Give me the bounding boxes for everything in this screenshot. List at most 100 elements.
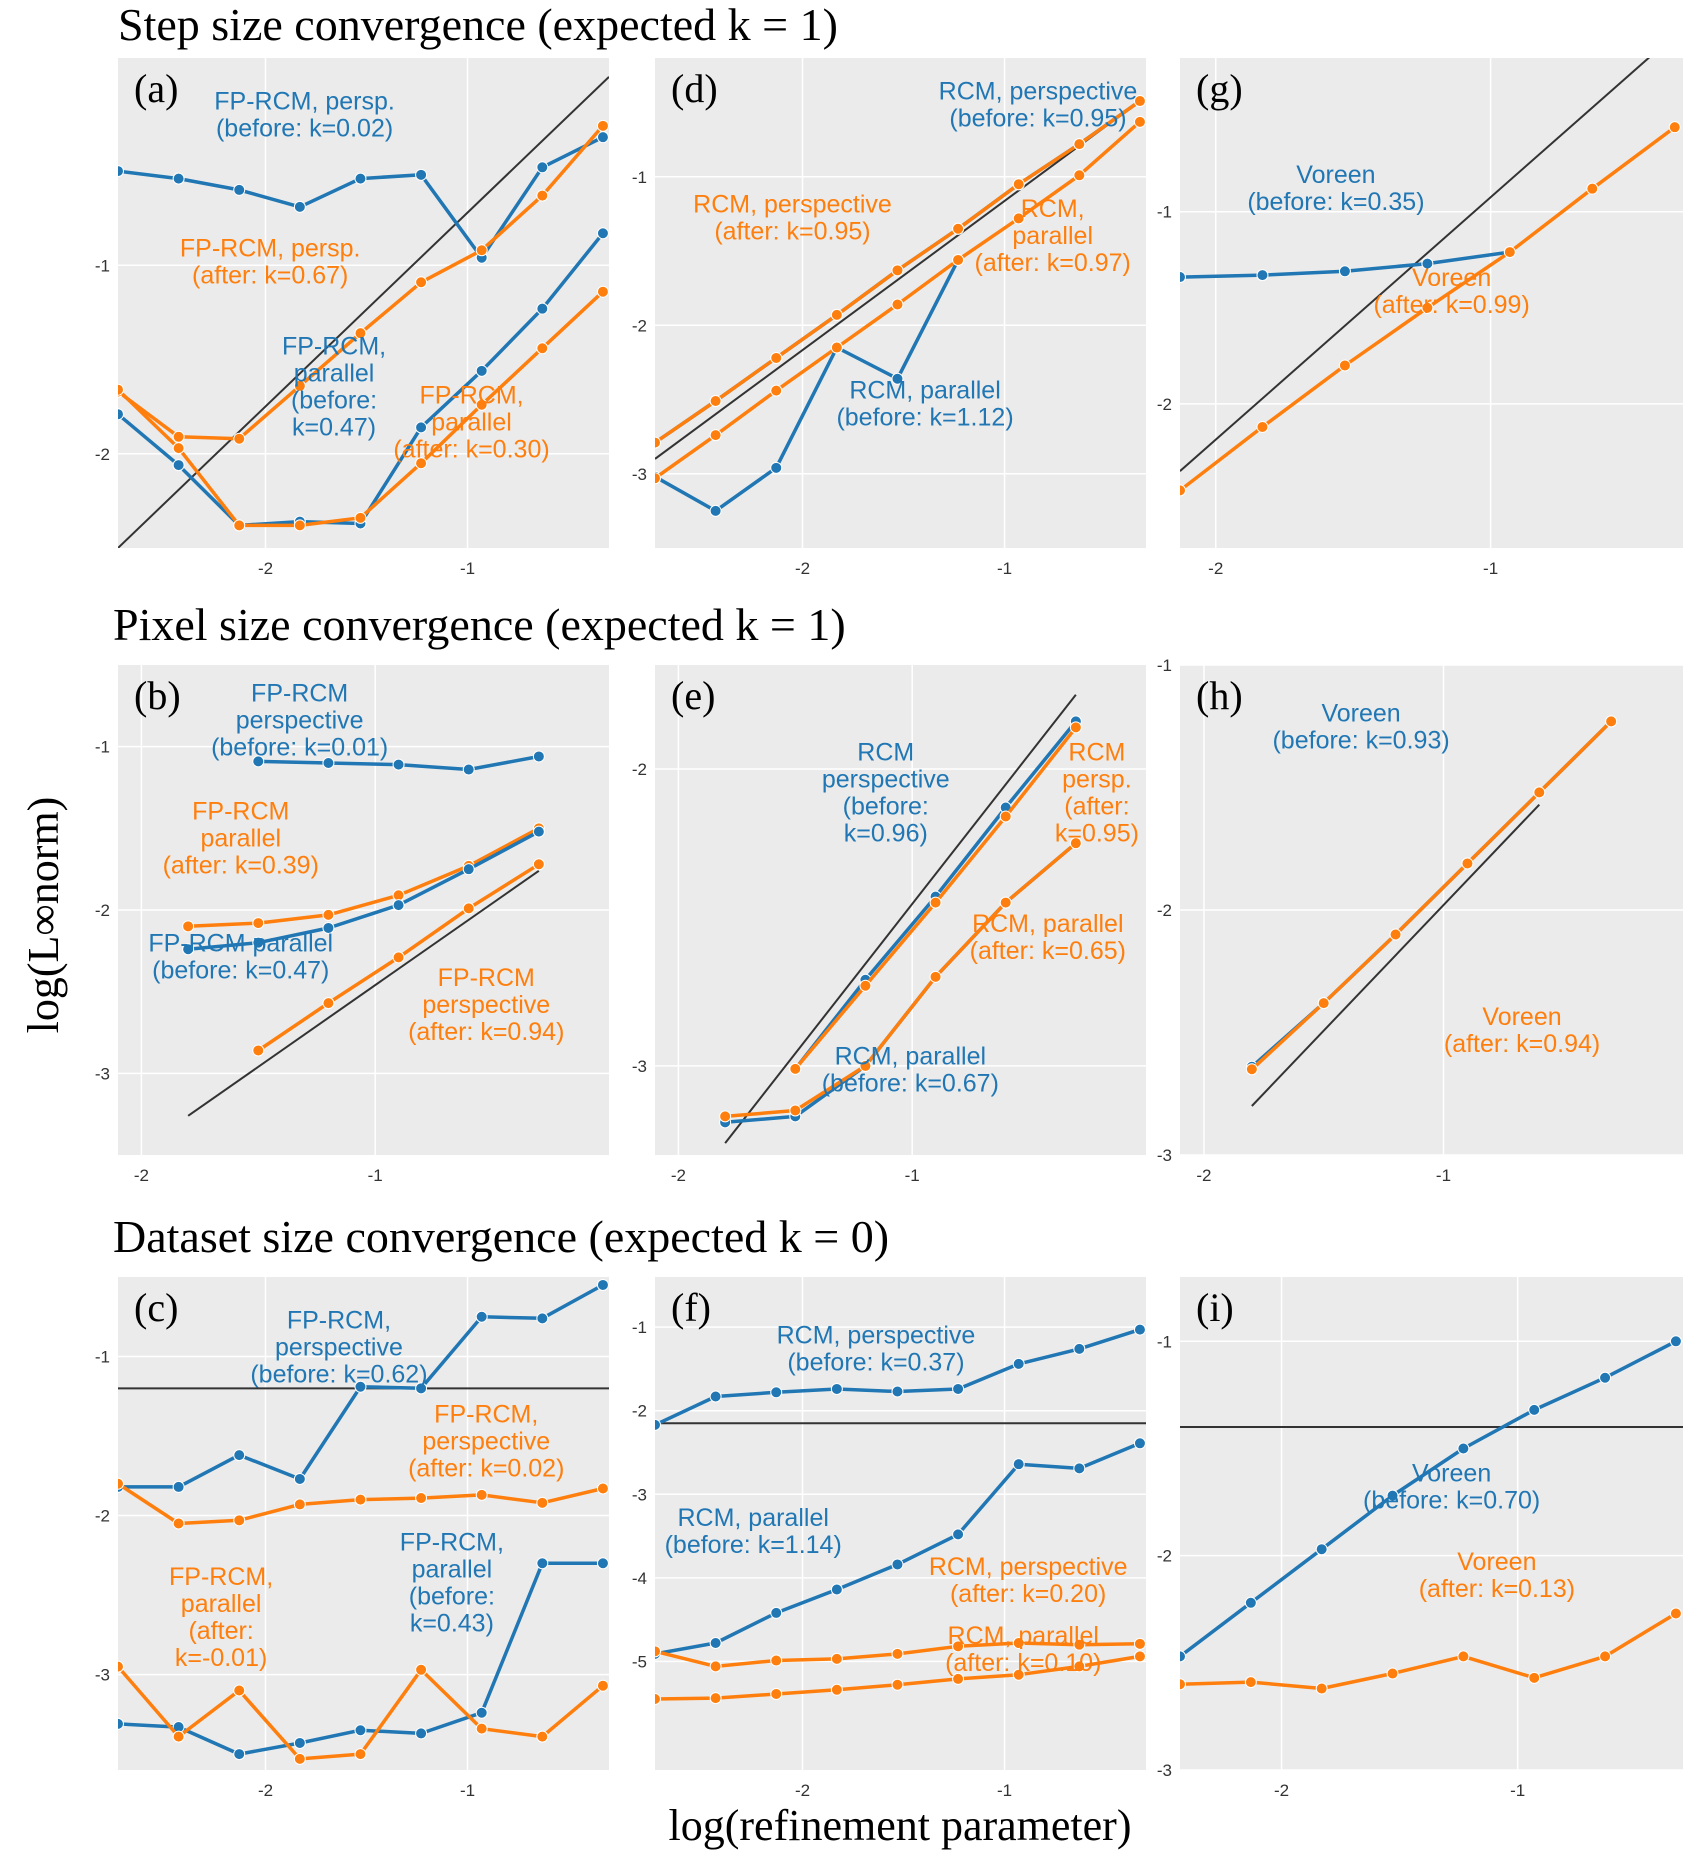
data-point [354,511,367,524]
data-point [1605,715,1618,728]
data-point [1069,721,1082,734]
panel-g: -2 -1 -1 -2 (g) Voreen (before: k=0.35) Voreen(… [1157,58,1683,578]
data-point [770,384,783,397]
series-annotation: RCM, parallel (before: k=1.14) [665,1504,842,1559]
x-tick-label: -2 [795,559,810,578]
data-point [536,302,549,315]
data-point [475,364,488,377]
data-point [830,1683,843,1696]
data-point [354,1493,367,1506]
data-point [172,1480,185,1493]
data-point [392,899,405,912]
data-point [770,461,783,474]
data-point [952,1382,965,1395]
data-point [891,372,904,385]
data-point [293,1498,306,1511]
series-annotation: RCM perspective (before: k=0.96) [822,739,950,848]
data-point [596,1482,609,1495]
data-point [1133,1650,1146,1663]
data-point [596,227,609,240]
series-line [188,826,540,929]
data-point [789,1104,802,1117]
data-point [293,379,306,392]
series-line [187,830,540,951]
series-annotation: FP-RCM, parallel (before: k=0.43) [400,1528,504,1637]
y-tick-label: -3 [1157,1761,1172,1780]
data-point [322,997,335,1010]
x-tick-label: -1 [1510,1781,1525,1800]
x-tick-label: -1 [1483,559,1498,578]
y-tick-label: -2 [632,316,647,335]
data-point [1012,1357,1025,1370]
data-point [415,457,428,470]
data-point [233,519,246,532]
data-point [1386,1489,1399,1502]
series-annotation: FP-RCM perspective (after: k=0.94) [408,964,564,1046]
data-point [891,1558,904,1571]
series-annotation: RCM persp. (after: k=0.95) [1055,739,1139,848]
data-point [1533,786,1546,799]
reference-line [1180,58,1651,472]
x-tick-label: -2 [258,559,273,578]
data-point [891,1385,904,1398]
data-point [709,1636,722,1649]
series-line [655,259,960,513]
series-annotation: RCM, parallel (after: k=0.10) [945,1622,1101,1677]
section-title: Dataset size convergence (expected k = 0… [113,1211,889,1262]
series-annotation: Voreen (before: k=0.70) [1363,1459,1540,1514]
panel-i: -2 -1 -1 -2 -3 (i) Voreen (before: k=0.70) Voree… [1157,1277,1683,1800]
panel-label: (i) [1196,1285,1234,1330]
data-point [172,459,185,472]
data-point [462,902,475,915]
series-annotation: Voreen (after: k=0.13) [1419,1548,1575,1603]
data-point [415,1663,428,1676]
panel-label: (f) [671,1285,711,1330]
data-point [1457,1442,1470,1455]
data-point [252,917,265,930]
data-point [655,1692,661,1705]
series-line [1180,1339,1677,1658]
data-point [1599,1650,1612,1663]
data-point [1180,1650,1186,1663]
y-tick-label: -2 [95,901,110,920]
x-tick-label: -2 [134,1166,149,1185]
data-point [475,398,488,411]
data-point [392,758,405,771]
data-point [596,1679,609,1692]
data-point [1180,1678,1186,1691]
data-point [709,504,722,517]
data-point [1338,265,1351,278]
data-point [475,1310,488,1323]
data-point [1180,484,1186,497]
data-point [475,244,488,257]
panel-label: (c) [134,1285,178,1330]
y-tick-label: -1 [1157,1332,1172,1351]
data-point [475,1706,488,1719]
series-line [1250,720,1613,1071]
x-tick-label: -2 [1208,559,1223,578]
x-tick-label: -2 [671,1166,686,1185]
data-point [1133,1637,1146,1650]
data-point [233,1449,246,1462]
data-point [1073,169,1086,182]
data-point [354,327,367,340]
series-annotation: RCM, perspective (after: k=0.95) [693,190,892,245]
y-tick-label: -2 [95,445,110,464]
plot-area [655,665,1146,1155]
data-point [655,1418,661,1431]
data-point [1421,301,1434,314]
data-point [172,442,185,455]
data-point [655,1645,661,1658]
panel-b: -2 -1 -1 -2 -3 (b) FP-RCM perspective (before: k… [95,665,609,1185]
data-point [952,1640,965,1653]
data-point [233,1748,246,1761]
data-point [1069,837,1082,850]
y-axis-label: log(L∞norm) [19,797,68,1034]
data-point [118,383,124,396]
data-point [536,1312,549,1325]
y-tick-label: -5 [632,1652,647,1671]
series-annotation: FP-RCM, parallel (after: k=-0.01) [169,1563,273,1672]
series-annotation: FP-RCM, persp. (after: k=0.67) [180,234,361,289]
data-point [532,750,545,763]
data-point [770,1687,783,1700]
